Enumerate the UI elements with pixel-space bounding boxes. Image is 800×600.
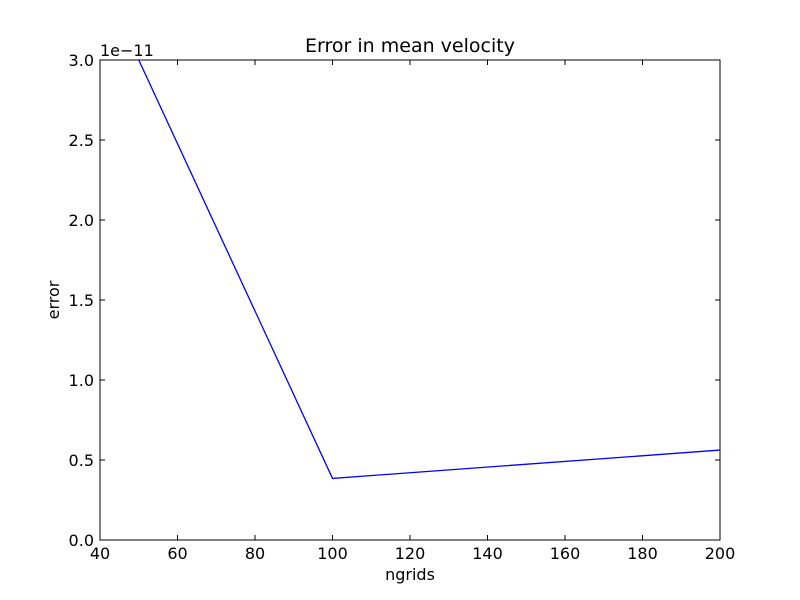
x-tick-label: 180 <box>627 544 658 563</box>
y-tick-label: 3.0 <box>69 51 94 70</box>
y-tick-label: 2.5 <box>69 131 94 150</box>
x-axis-label: ngrids <box>385 565 435 584</box>
x-tick-label: 160 <box>550 544 581 563</box>
y-axis-label: error <box>44 280 63 319</box>
x-tick-label: 200 <box>705 544 736 563</box>
x-tick-label: 80 <box>245 544 265 563</box>
x-tick-label: 100 <box>317 544 348 563</box>
plot-area: 40 60 80 100 120 140 160 180 200 0.0 0.5 1.0 1.5 2.0 2… <box>69 51 736 563</box>
series-line-1 <box>138 60 720 480</box>
y-tick-label: 1.0 <box>69 371 94 390</box>
y-tick-label: 1.5 <box>69 291 94 310</box>
plot-frame <box>99 59 721 541</box>
y-axis-multiplier: 1e−11 <box>100 41 154 60</box>
x-tick-label: 60 <box>167 544 187 563</box>
y-tick-label: 2.0 <box>69 211 94 230</box>
chart-title: Error in mean velocity <box>305 35 515 57</box>
x-tick-label: 140 <box>472 544 503 563</box>
x-tick-label: 40 <box>90 544 110 563</box>
x-tick-label: 120 <box>395 544 426 563</box>
y-tick-label: 0.5 <box>69 451 94 470</box>
y-tick-label: 0.0 <box>69 531 94 550</box>
